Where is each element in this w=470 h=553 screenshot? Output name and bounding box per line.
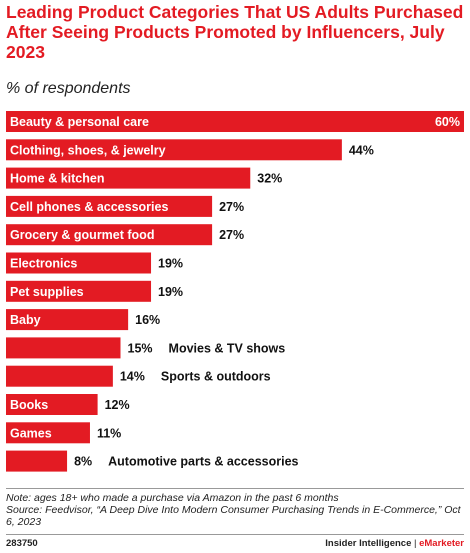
value-label: 8%: [74, 455, 92, 469]
bar: [6, 167, 251, 189]
bar: [6, 450, 68, 472]
value-label: 11%: [97, 426, 121, 440]
category-label: Electronics: [10, 257, 77, 271]
value-label: 19%: [158, 285, 183, 299]
bar: [6, 224, 213, 246]
category-label: Grocery & gourmet food: [10, 228, 154, 242]
bar: [6, 394, 98, 415]
bar: [6, 195, 213, 217]
note-text: Note: ages 18+ who made a purchase via A…: [6, 492, 339, 504]
brand-credit: Insider Intelligence | eMarketer: [325, 538, 464, 549]
footer-divider: [6, 534, 464, 535]
bar: [6, 252, 152, 274]
category-label: Movies & TV shows: [169, 341, 286, 355]
category-label: Beauty & personal care: [10, 115, 149, 129]
bar: [6, 139, 342, 161]
value-label: 15%: [128, 341, 153, 355]
value-label: 14%: [120, 370, 145, 384]
brand-separator: |: [411, 538, 420, 549]
value-label: 19%: [158, 257, 183, 271]
value-label: 32%: [257, 172, 282, 186]
value-label: 44%: [349, 143, 374, 157]
category-label: Home & kitchen: [10, 172, 104, 186]
chart-id: 283750: [6, 538, 38, 549]
bar: [6, 280, 152, 302]
category-label: Cell phones & accessories: [10, 200, 168, 214]
bar: [6, 337, 121, 359]
chart-subtitle: % of respondents: [6, 80, 131, 97]
notes-divider: [6, 488, 464, 489]
value-label: 60%: [435, 115, 460, 129]
value-label: 12%: [105, 398, 130, 412]
category-label: Clothing, shoes, & jewelry: [10, 143, 166, 157]
category-label: Automotive parts & accessories: [108, 455, 298, 469]
bar: [6, 111, 464, 132]
chart-notes: Note: ages 18+ who made a purchase via A…: [6, 492, 468, 528]
value-label: 16%: [135, 313, 160, 327]
brand-left: Insider Intelligence: [325, 538, 412, 549]
value-label: 27%: [219, 200, 244, 214]
bar: [6, 422, 90, 444]
bar: [6, 309, 129, 331]
source-text: Source: Feedvisor, “A Deep Dive Into Mod…: [6, 504, 461, 528]
value-label: 27%: [219, 228, 244, 242]
brand-right: eMarketer: [419, 538, 464, 549]
chart-title: Leading Product Categories That US Adult…: [6, 2, 464, 62]
category-label: Pet supplies: [10, 285, 84, 299]
category-label: Games: [10, 426, 52, 440]
bar-chart: Beauty & personal care 60% Clothing, shoes…: [6, 111, 464, 472]
category-label: Baby: [10, 313, 41, 327]
category-label: Books: [10, 398, 48, 412]
bar: [6, 365, 113, 387]
category-label: Sports & outdoors: [161, 370, 271, 384]
